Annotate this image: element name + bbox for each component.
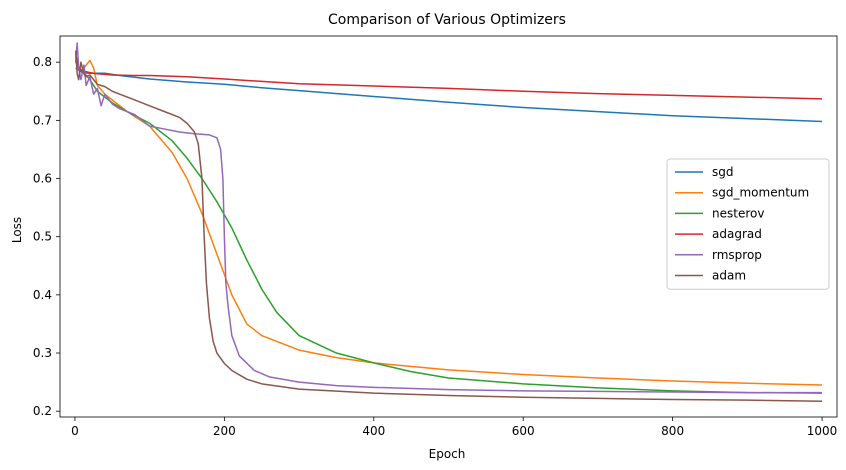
legend-label-nesterov: nesterov: [712, 206, 764, 220]
y-tick-label: 0.4: [33, 288, 52, 302]
legend-label-adam: adam: [712, 269, 746, 283]
x-tick-label: 800: [661, 424, 684, 438]
y-tick-label: 0.7: [33, 113, 52, 127]
legend-label-rmsprop: rmsprop: [712, 248, 762, 262]
x-tick-label: 600: [512, 424, 535, 438]
x-tick-label: 400: [362, 424, 385, 438]
series-line-adam: [74, 50, 823, 403]
y-tick-label: 0.6: [33, 172, 52, 186]
series-line-rmsprop: [74, 42, 823, 394]
legend-label-sgd: sgd: [712, 165, 734, 179]
legend-box: [666, 158, 830, 290]
legend: sgd sgd_momentum nesterov adagrad rmsprop ada…: [666, 158, 830, 290]
axes-frame: [59, 35, 838, 418]
x-axis-label: Epoch: [429, 447, 466, 461]
y-tick-label: 0.8: [33, 55, 52, 69]
x-tick-label: 200: [213, 424, 236, 438]
y-tick-label: 0.2: [33, 404, 52, 418]
series-line-nesterov: [75, 61, 823, 394]
y-axis-label: Loss: [10, 217, 24, 243]
x-tick-label: 1000: [807, 424, 838, 438]
chart-title: Comparison of Various Optimizers: [328, 12, 566, 28]
series-line-sgd_momentum: [74, 56, 823, 386]
y-tick-label: 0.5: [33, 230, 52, 244]
plot-area: 0 200 400 600 800 1000 0.2 0.3 0.4 0.5 0.6 0.7 0.8: [33, 35, 838, 438]
y-tick-label: 0.3: [33, 346, 52, 360]
series-line-sgd: [75, 67, 823, 123]
series-line-adagrad: [74, 53, 823, 100]
legend-label-adagrad: adagrad: [712, 227, 762, 241]
legend-label-sgd_momentum: sgd_momentum: [712, 186, 809, 200]
x-tick-label: 0: [71, 424, 79, 438]
